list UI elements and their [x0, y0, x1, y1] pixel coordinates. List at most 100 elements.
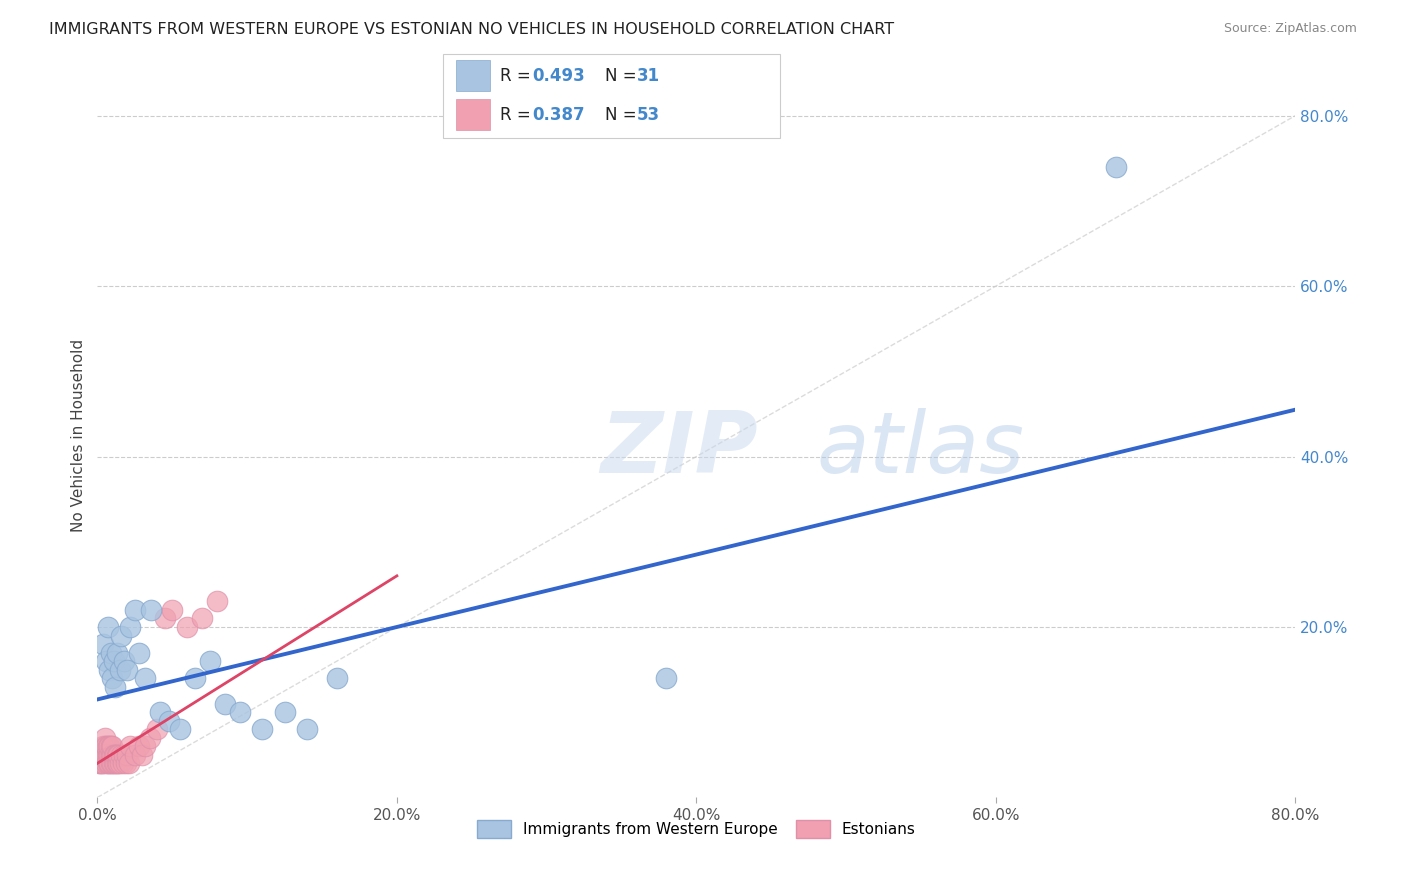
Point: [94, 747, 117, 762]
Point: [120, 620, 142, 634]
Point: [205, 594, 228, 608]
Point: [134, 671, 156, 685]
Text: 53: 53: [637, 105, 659, 123]
Point: [93, 756, 115, 771]
Point: [98, 756, 121, 771]
FancyBboxPatch shape: [443, 54, 780, 138]
Point: [101, 747, 124, 762]
Point: [98, 747, 121, 762]
Point: [97, 739, 120, 754]
Point: [191, 611, 214, 625]
Point: [87, 756, 110, 771]
Point: [98, 663, 121, 677]
Y-axis label: No Vehicles in Household: No Vehicles in Household: [72, 339, 86, 532]
Point: [90, 756, 112, 771]
Point: [295, 723, 318, 737]
Point: [93, 637, 115, 651]
Point: [118, 756, 141, 771]
Point: [146, 723, 169, 737]
Text: 0.493: 0.493: [533, 67, 585, 85]
Point: [96, 756, 118, 771]
Point: [228, 705, 250, 719]
Point: [89, 756, 111, 771]
Point: [139, 731, 162, 745]
Point: [96, 654, 118, 668]
Point: [128, 739, 150, 754]
Point: [97, 620, 120, 634]
Point: [97, 747, 120, 762]
Point: [105, 747, 128, 762]
Point: [90, 747, 112, 762]
Text: R =: R =: [501, 67, 536, 85]
Point: [101, 756, 124, 771]
Point: [103, 747, 125, 762]
Text: ZIP: ZIP: [600, 409, 758, 491]
Point: [98, 739, 121, 754]
Text: 31: 31: [637, 67, 659, 85]
Point: [153, 611, 176, 625]
Point: [326, 671, 349, 685]
Point: [1105, 160, 1128, 174]
Point: [105, 646, 128, 660]
Point: [103, 654, 125, 668]
Point: [176, 620, 198, 634]
Point: [100, 646, 122, 660]
Point: [108, 756, 131, 771]
Point: [112, 747, 135, 762]
Point: [97, 756, 120, 771]
Text: Source: ZipAtlas.com: Source: ZipAtlas.com: [1223, 22, 1357, 36]
Point: [149, 705, 172, 719]
Point: [114, 756, 136, 771]
Point: [94, 731, 117, 745]
Point: [112, 654, 135, 668]
Text: R =: R =: [501, 105, 536, 123]
Point: [160, 603, 183, 617]
Point: [117, 747, 139, 762]
Text: N =: N =: [605, 105, 641, 123]
Point: [101, 671, 124, 685]
Point: [107, 756, 129, 771]
Point: [96, 739, 118, 754]
Point: [100, 747, 122, 762]
FancyBboxPatch shape: [457, 61, 491, 91]
Point: [104, 747, 127, 762]
Point: [141, 603, 163, 617]
Point: [111, 756, 134, 771]
Point: [198, 654, 221, 668]
Point: [110, 747, 132, 762]
Point: [107, 747, 129, 762]
Point: [104, 756, 127, 771]
Point: [100, 739, 122, 754]
Point: [120, 739, 142, 754]
Text: IMMIGRANTS FROM WESTERN EUROPE VS ESTONIAN NO VEHICLES IN HOUSEHOLD CORRELATION : IMMIGRANTS FROM WESTERN EUROPE VS ESTONI…: [49, 22, 894, 37]
Point: [103, 756, 125, 771]
Point: [101, 739, 124, 754]
Point: [124, 747, 146, 762]
Point: [93, 739, 115, 754]
Point: [110, 628, 132, 642]
Point: [250, 723, 273, 737]
Text: atlas: atlas: [817, 409, 1024, 491]
Point: [94, 739, 117, 754]
Point: [117, 663, 139, 677]
FancyBboxPatch shape: [457, 99, 491, 130]
Point: [157, 714, 180, 728]
Point: [96, 747, 118, 762]
Point: [183, 671, 205, 685]
Point: [169, 723, 191, 737]
Point: [134, 739, 156, 754]
Legend: Immigrants from Western Europe, Estonians: Immigrants from Western Europe, Estonian…: [471, 814, 922, 844]
Text: N =: N =: [605, 67, 641, 85]
Point: [108, 663, 131, 677]
Point: [105, 756, 128, 771]
Point: [93, 747, 115, 762]
Point: [655, 671, 678, 685]
Point: [89, 747, 111, 762]
Point: [214, 697, 236, 711]
Point: [131, 747, 153, 762]
Point: [273, 705, 295, 719]
Point: [100, 756, 122, 771]
Point: [128, 646, 150, 660]
Text: 0.387: 0.387: [533, 105, 585, 123]
Point: [124, 603, 146, 617]
